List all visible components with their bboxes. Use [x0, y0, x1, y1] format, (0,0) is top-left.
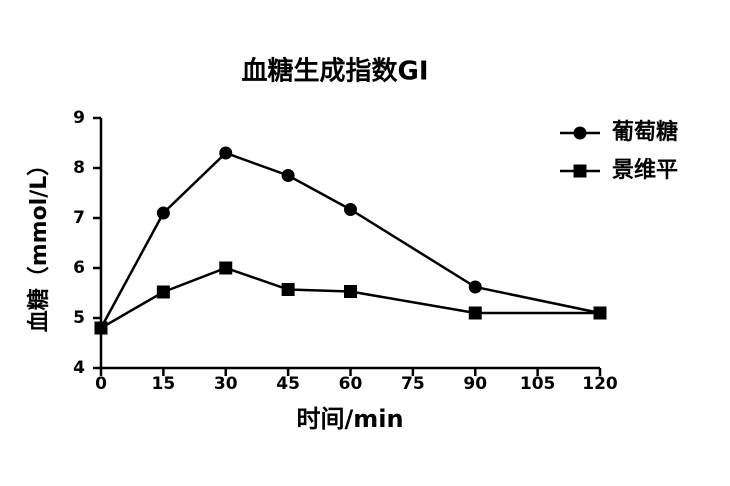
x-axis-label: 时间/min	[296, 405, 403, 433]
y-tick-label: 9	[73, 108, 85, 128]
x-tick-label: 60	[339, 374, 363, 394]
y-tick-label: 6	[73, 258, 85, 278]
data-point	[219, 261, 233, 275]
legend-label: 葡萄糖	[611, 119, 678, 145]
y-tick-label: 5	[73, 308, 85, 328]
x-tick-label: 75	[401, 374, 425, 394]
data-point	[156, 206, 170, 220]
legend-label: 景维平	[612, 157, 678, 183]
data-point	[468, 280, 482, 294]
data-point	[281, 169, 295, 182]
legend-marker	[573, 164, 587, 178]
data-point	[468, 306, 482, 320]
x-tick-label: 30	[214, 374, 238, 394]
x-tick-label: 0	[95, 374, 107, 394]
y-axis-label: 血糖（mmol/L）	[26, 154, 52, 333]
data-point	[156, 285, 170, 299]
data-point	[344, 285, 357, 298]
y-tick-label: 8	[73, 158, 85, 178]
y-tick-label: 7	[73, 208, 85, 228]
y-tick-label: 4	[73, 358, 85, 378]
legend-marker	[573, 126, 587, 140]
series-line	[99, 151, 601, 329]
data-point	[219, 146, 233, 160]
x-tick-label: 105	[520, 374, 556, 394]
chart-title: 血糖生成指数GI	[241, 56, 428, 87]
x-tick-label: 120	[582, 374, 618, 394]
data-point	[94, 321, 108, 335]
x-tick-label: 45	[276, 374, 300, 394]
data-point	[344, 203, 357, 216]
x-tick-label: 15	[152, 374, 176, 394]
data-point	[593, 306, 607, 320]
x-tick-label: 90	[463, 374, 487, 394]
data-point	[281, 283, 295, 296]
